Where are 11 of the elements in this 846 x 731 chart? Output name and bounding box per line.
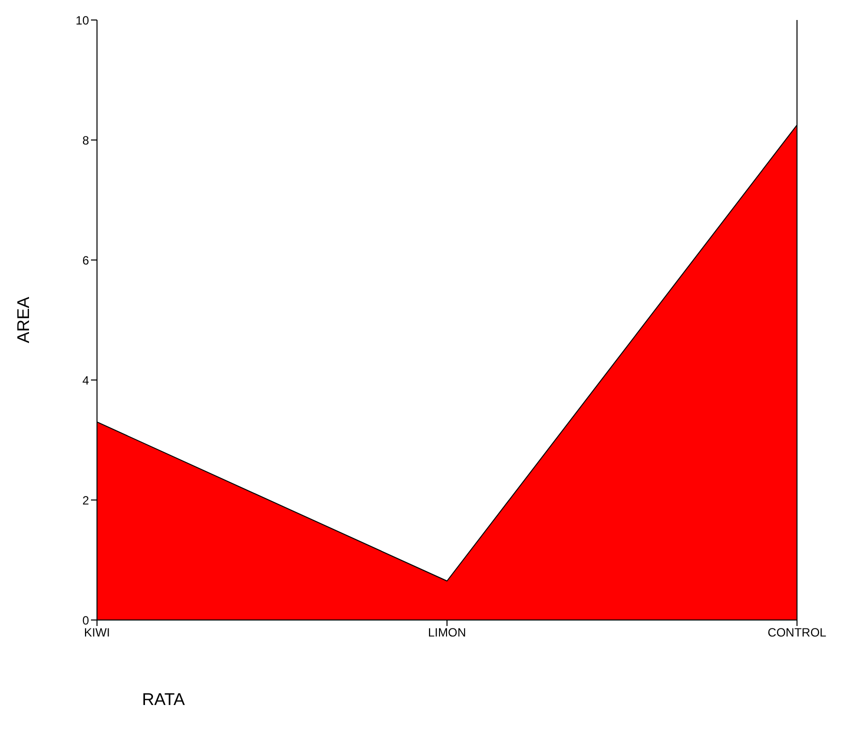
y-tick-label: 2 [82,493,90,508]
y-tick-label: 4 [82,373,90,388]
y-tick-label: 10 [76,13,90,28]
y-axis-title: AREA [14,296,34,344]
x-axis-title: RATA [142,690,186,709]
x-tick-label: KIWI [84,626,110,640]
y-tick-label: 0 [82,613,90,628]
y-tick-label: 6 [82,253,90,268]
x-tick-label: LIMON [428,626,466,640]
x-tick-label: CONTROL [768,626,827,640]
y-tick-label: 8 [82,133,90,148]
